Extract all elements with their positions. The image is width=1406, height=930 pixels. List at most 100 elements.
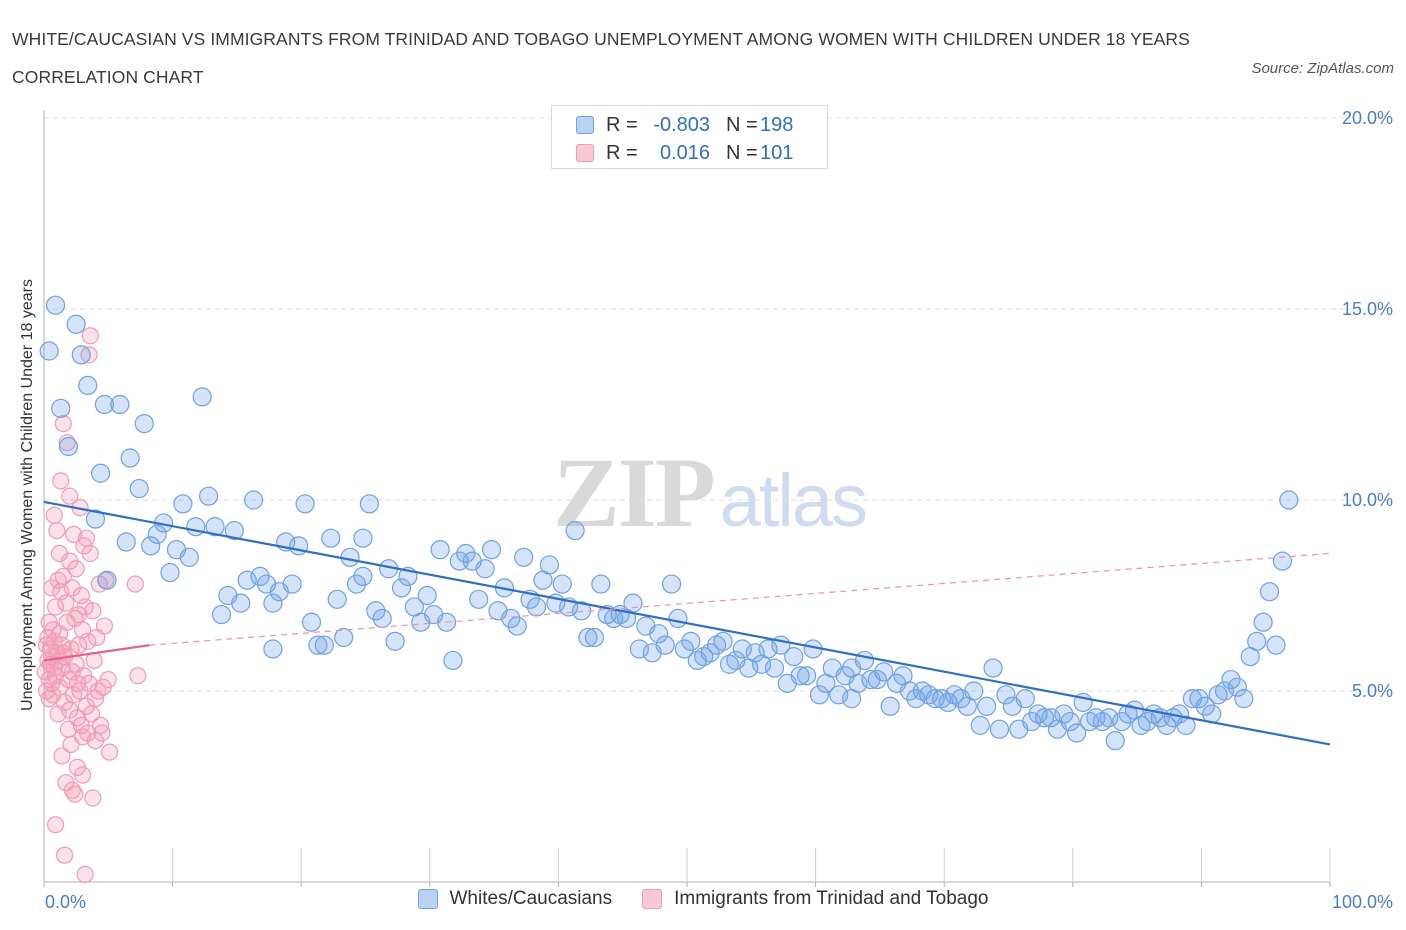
data-point-whites xyxy=(829,685,849,705)
data-point-whites xyxy=(1272,551,1293,571)
legend-item-whites: Whites/Caucasians xyxy=(417,888,613,910)
data-point-whites xyxy=(790,666,810,686)
data-point-immigrants xyxy=(84,789,102,807)
chart-title: WHITE/CAUCASIAN VS IMMIGRANTS FROM TRINI… xyxy=(12,29,1190,87)
data-point-whites xyxy=(867,669,887,690)
data-point-immigrants xyxy=(45,506,63,524)
data-point-whites xyxy=(977,696,997,716)
data-point-whites xyxy=(282,574,302,594)
data-point-whites xyxy=(1099,708,1119,728)
data-point-whites xyxy=(700,643,720,663)
data-point-whites xyxy=(179,547,199,567)
data-point-whites xyxy=(1105,731,1125,751)
data-point-whites xyxy=(340,547,360,567)
data-point-whites xyxy=(199,486,219,506)
data-point-whites xyxy=(263,639,283,659)
legend-label-whites: Whites/Caucasians xyxy=(449,888,613,909)
data-point-whites xyxy=(391,578,412,598)
data-point-whites xyxy=(1041,708,1061,728)
data-point-whites xyxy=(1112,711,1132,732)
data-point-whites xyxy=(623,593,643,613)
data-point-whites xyxy=(295,494,315,514)
trend-line-immigrants xyxy=(43,644,150,662)
watermark: ZIPatlas xyxy=(553,435,868,550)
data-point-immigrants xyxy=(54,415,72,433)
data-point-immigrants xyxy=(73,766,92,784)
data-point-whites xyxy=(1227,677,1248,697)
data-point-whites xyxy=(1054,704,1074,724)
data-point-whites xyxy=(584,627,605,648)
data-point-whites xyxy=(90,463,111,483)
data-point-whites xyxy=(160,562,180,583)
legend-row-immigrants: R = 0.016 N = 101 xyxy=(576,139,793,167)
data-point-immigrants xyxy=(81,327,99,345)
legend-r-value: -0.803 xyxy=(653,113,710,136)
legend-r-label: R = xyxy=(606,141,638,164)
data-point-whites xyxy=(110,394,130,415)
source-label: Source: ZipAtlas.com xyxy=(1251,60,1394,77)
data-point-whites xyxy=(1214,681,1235,701)
data-point-whites xyxy=(880,696,900,716)
data-point-whites xyxy=(501,608,521,629)
data-point-whites xyxy=(97,570,117,590)
data-point-whites xyxy=(745,643,765,663)
data-point-whites xyxy=(94,394,115,415)
data-point-immigrants xyxy=(100,743,119,761)
data-point-immigrants xyxy=(81,544,99,563)
data-point-immigrants xyxy=(50,544,69,563)
watermark-zip: ZIP xyxy=(553,437,716,548)
data-point-immigrants xyxy=(61,701,79,719)
data-point-immigrants xyxy=(49,571,67,589)
data-point-whites xyxy=(469,589,489,609)
data-point-whites xyxy=(964,681,984,701)
y-tick-label: 10.0% xyxy=(1342,490,1393,510)
data-point-whites xyxy=(970,715,990,735)
data-point-immigrants xyxy=(76,598,94,616)
data-point-immigrants xyxy=(79,632,97,650)
data-point-immigrants xyxy=(77,529,96,547)
data-point-whites xyxy=(661,574,682,594)
data-point-whites xyxy=(983,658,1003,678)
data-point-whites xyxy=(514,547,534,567)
data-point-immigrants xyxy=(93,724,111,742)
data-point-whites xyxy=(1060,711,1080,732)
legend-n-label: N = xyxy=(726,113,758,136)
data-point-whites xyxy=(71,345,91,365)
data-point-whites xyxy=(674,639,695,659)
legend-label-immigrants: Immigrants from Trinidad and Tobago xyxy=(674,888,989,909)
data-point-whites xyxy=(507,616,527,636)
data-point-whites xyxy=(147,524,167,544)
legend-swatch-blue xyxy=(576,116,594,134)
data-point-whites xyxy=(85,509,106,529)
data-point-whites xyxy=(655,635,675,655)
data-point-whites xyxy=(120,448,140,468)
data-point-whites xyxy=(186,517,206,537)
data-point-immigrants xyxy=(52,472,70,490)
data-point-whites xyxy=(481,540,502,560)
data-point-whites xyxy=(456,543,476,564)
legend-row-whites: R = -0.803 N = 198 xyxy=(576,111,793,139)
legend-n-value: 198 xyxy=(760,113,794,136)
y-tick-label: 15.0% xyxy=(1342,299,1393,319)
data-point-whites xyxy=(334,627,354,648)
series-legend: Whites/Caucasians Immigrants from Trinid… xyxy=(0,888,1406,910)
data-point-whites xyxy=(629,639,650,659)
data-point-whites xyxy=(211,604,232,625)
data-point-whites xyxy=(681,631,701,651)
data-point-whites xyxy=(552,574,572,594)
data-point-whites xyxy=(173,494,193,514)
y-tick-label: 20.0% xyxy=(1342,108,1393,128)
data-point-whites xyxy=(1234,689,1254,709)
data-point-whites xyxy=(353,566,373,587)
data-point-immigrants xyxy=(40,690,58,708)
data-point-whites xyxy=(758,639,778,659)
data-point-whites xyxy=(1221,669,1241,690)
legend-n-label: N = xyxy=(726,141,758,164)
data-point-whites xyxy=(1195,696,1215,716)
data-point-whites xyxy=(1189,689,1209,709)
data-point-whites xyxy=(129,478,149,499)
data-point-whites xyxy=(784,647,804,667)
data-point-immigrants xyxy=(53,747,71,765)
data-point-whites xyxy=(141,536,161,556)
